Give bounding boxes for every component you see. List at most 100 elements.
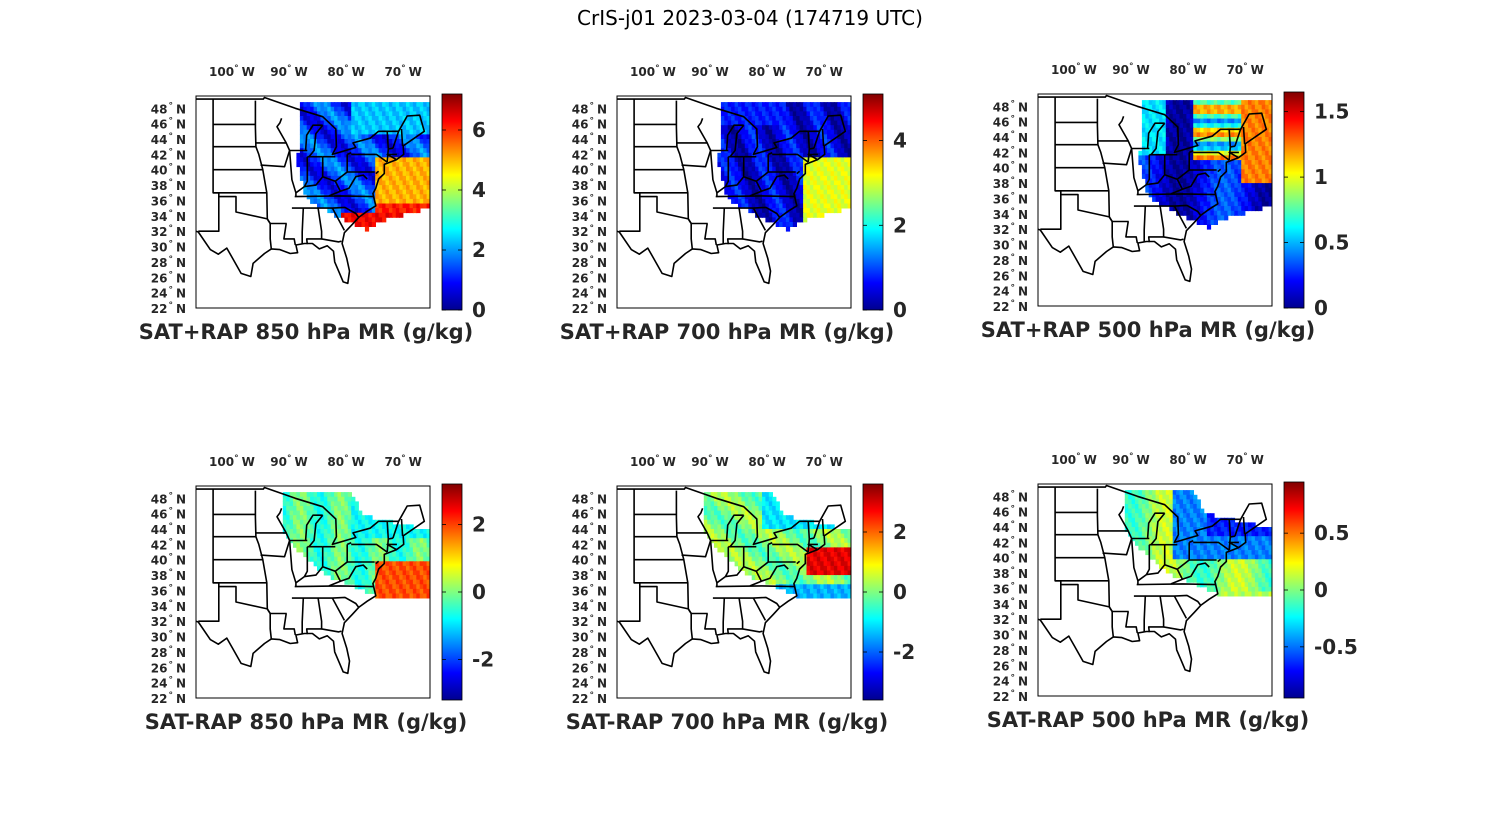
longitude-label: 90° W <box>270 454 307 469</box>
latitude-label: 26° N <box>151 270 186 285</box>
longitude-label: 80° W <box>748 454 785 469</box>
latitude-label: 48° N <box>993 489 1028 504</box>
longitude-label: 100° W <box>630 64 676 79</box>
latitude-label: 22° N <box>993 299 1028 314</box>
colorbar-tick-label: -2 <box>893 640 915 664</box>
longitude-label: 90° W <box>270 64 307 79</box>
longitude-label: 70° W <box>1226 62 1263 77</box>
colorbar-tick-label: 0 <box>472 580 486 604</box>
map-svg: 100° W 90° W 80° W 70° W 48° N46° N44° N42° N40° N38°… <box>993 452 1358 704</box>
colorbar-tick-label: 2 <box>893 520 907 544</box>
latitude-label: 44° N <box>572 132 607 147</box>
longitude-label: 80° W <box>1169 452 1206 467</box>
latitude-label: 46° N <box>151 507 186 522</box>
state-boundaries <box>617 96 847 285</box>
longitude-label: 70° W <box>805 454 842 469</box>
latitude-label: 24° N <box>572 286 607 301</box>
latitude-label: 34° N <box>151 209 186 224</box>
colorbar-tick-label: 1.5 <box>1314 100 1349 124</box>
map-svg: 100° W 90° W 80° W 70° W 48° N46° N44° N42° N40° N38°… <box>572 64 907 322</box>
map-panel-diff-500: 100° W 90° W 80° W 70° W 48° N 46° N 44° N 42° N 40° N 38°… <box>962 446 1362 756</box>
colorbar-tick-label: 2 <box>472 238 486 262</box>
longitude-label: 70° W <box>384 454 421 469</box>
map-svg: 100° W 90° W 80° W 70° W 48° N46° N44° N42° N40° N38°… <box>993 62 1350 320</box>
latitude-label: 34° N <box>993 597 1028 612</box>
map-frame <box>616 95 852 309</box>
colorbar-tick-label: 0 <box>1314 296 1328 320</box>
latitude-label: 26° N <box>993 658 1028 673</box>
latitude-label: 36° N <box>151 583 186 598</box>
longitude-label: 80° W <box>748 64 785 79</box>
longitude-label: 70° W <box>805 64 842 79</box>
latitude-label: 28° N <box>572 255 607 270</box>
latitude-label: 44° N <box>572 522 607 537</box>
latitude-label: 30° N <box>572 240 607 255</box>
latitude-label: 30° N <box>151 240 186 255</box>
panel-title: SAT+RAP 500 hPa MR (g/kg) <box>980 318 1316 342</box>
latitude-label: 24° N <box>151 286 186 301</box>
map-panel-sum-850: 100° W 90° W 80° W 70° W 48° N 46° N 44° N 42° N 40° N 38°… <box>120 58 520 368</box>
latitude-label: 26° N <box>993 268 1028 283</box>
latitude-label: 30° N <box>993 628 1028 643</box>
map-svg: 100° W 90° W 80° W 70° W 48° N46° N44° N42° N40° N38°… <box>151 64 486 322</box>
latitude-label: 44° N <box>151 522 186 537</box>
latitude-label: 48° N <box>151 101 186 116</box>
latitude-label: 32° N <box>151 224 186 239</box>
latitude-label: 22° N <box>151 691 186 706</box>
map-frame <box>1037 93 1273 307</box>
latitude-label: 46° N <box>151 117 186 132</box>
colorbar-tick-label: 0 <box>1314 578 1328 602</box>
latitude-label: 22° N <box>572 691 607 706</box>
colorbar-tick-label: -2 <box>472 648 494 672</box>
latitude-label: 46° N <box>993 505 1028 520</box>
latitude-label: 40° N <box>993 161 1028 176</box>
latitude-label: 28° N <box>572 645 607 660</box>
map-svg: 100° W 90° W 80° W 70° W 48° N46° N44° N42° N40° N38°… <box>151 454 494 706</box>
latitude-label: 38° N <box>572 178 607 193</box>
longitude-label: 80° W <box>327 64 364 79</box>
latitude-label: 34° N <box>151 599 186 614</box>
colorbar-tick-label: 2 <box>893 213 907 237</box>
latitude-label: 32° N <box>993 222 1028 237</box>
latitude-label: 34° N <box>993 207 1028 222</box>
colorbar-tick-label: 6 <box>472 118 486 142</box>
longitude-label: 100° W <box>1051 452 1097 467</box>
state-boundaries <box>196 96 426 285</box>
longitude-label: 80° W <box>327 454 364 469</box>
longitude-label: 90° W <box>1112 62 1149 77</box>
latitude-label: 24° N <box>572 676 607 691</box>
colorbar-tick-label: 0 <box>893 298 907 322</box>
colorbar <box>1283 91 1305 309</box>
latitude-label: 32° N <box>151 614 186 629</box>
longitude-label: 90° W <box>1112 452 1149 467</box>
latitude-label: 46° N <box>572 507 607 522</box>
latitude-label: 44° N <box>151 132 186 147</box>
longitude-label: 100° W <box>630 454 676 469</box>
latitude-label: 34° N <box>572 599 607 614</box>
latitude-label: 40° N <box>151 163 186 178</box>
latitude-label: 42° N <box>572 537 607 552</box>
latitude-label: 40° N <box>993 551 1028 566</box>
latitude-label: 40° N <box>572 163 607 178</box>
latitude-label: 44° N <box>993 520 1028 535</box>
state-boundaries <box>1038 94 1268 283</box>
latitude-label: 42° N <box>572 147 607 162</box>
latitude-label: 32° N <box>572 224 607 239</box>
latitude-label: 34° N <box>572 209 607 224</box>
colorbar-tick-label: -0.5 <box>1314 635 1358 659</box>
panel-title: SAT-RAP 850 hPa MR (g/kg) <box>144 710 468 734</box>
colorbar-tick-label: 1 <box>1314 165 1328 189</box>
satellite-swath <box>703 492 851 599</box>
panel-title: SAT-RAP 500 hPa MR (g/kg) <box>986 708 1310 732</box>
latitude-label: 40° N <box>151 553 186 568</box>
state-boundaries <box>196 486 426 675</box>
map-frame <box>616 485 852 699</box>
map-svg: 100° W 90° W 80° W 70° W 48° N46° N44° N42° N40° N38°… <box>572 454 915 706</box>
colorbar <box>441 93 463 311</box>
latitude-label: 36° N <box>572 583 607 598</box>
figure-title: CrIS-j01 2023-03-04 (174719 UTC) <box>577 6 923 30</box>
latitude-label: 30° N <box>151 630 186 645</box>
latitude-label: 32° N <box>572 614 607 629</box>
latitude-label: 38° N <box>993 566 1028 581</box>
latitude-label: 36° N <box>151 193 186 208</box>
